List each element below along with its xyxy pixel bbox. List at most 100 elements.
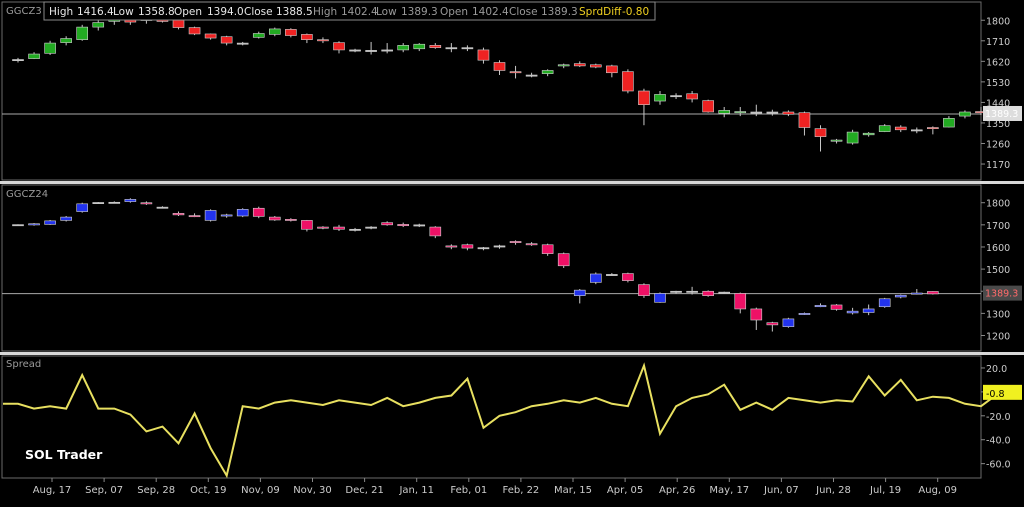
mid-panel-frame	[1, 184, 982, 352]
candle-body	[188, 27, 201, 35]
y-tick-label: 1260	[986, 139, 1010, 150]
candle-body	[798, 313, 811, 315]
candle-body	[92, 22, 105, 28]
spread-diff-label: SprdDiff	[579, 6, 622, 18]
candle-body	[573, 63, 586, 67]
candle-body	[461, 47, 474, 50]
candle-body	[878, 298, 891, 308]
candle-body	[910, 292, 923, 295]
y-tick-label: 20.0	[986, 364, 1007, 375]
x-tick-label: Feb, 22	[503, 485, 540, 496]
panel-splitter[interactable]	[0, 181, 1024, 184]
x-tick-label: Sep, 28	[137, 485, 175, 496]
candle-body	[814, 128, 827, 137]
candle-body	[718, 291, 731, 294]
header-field-value: 1389.3	[401, 6, 438, 18]
candle-body	[268, 216, 281, 221]
candle-body	[862, 132, 875, 136]
last-price-value: 1389.3	[985, 289, 1018, 300]
candle-body	[220, 36, 233, 44]
y-tick-label: 1800	[986, 16, 1010, 27]
candle-body	[124, 199, 137, 202]
header-field-value: 1394.0	[207, 6, 244, 18]
candle-body	[782, 111, 795, 115]
candle-body	[76, 203, 88, 212]
candle-body	[60, 216, 72, 221]
candle-body	[92, 202, 105, 204]
candle-body	[557, 253, 570, 267]
candle-body	[894, 294, 907, 298]
x-tick-label: Feb, 01	[450, 485, 487, 496]
x-tick-label: Apr, 26	[659, 485, 695, 496]
candle-body	[670, 95, 682, 98]
candle-body	[365, 226, 377, 229]
candle-body	[878, 125, 891, 132]
x-tick-label: Apr, 05	[607, 485, 643, 496]
x-tick-label: Aug, 17	[33, 485, 72, 496]
spread-panel[interactable]: 20.00.0-20.0-40.0-60.0-0.8	[3, 362, 1022, 479]
candle-body	[654, 94, 666, 102]
candle-body	[204, 33, 217, 39]
candle-body	[172, 213, 185, 216]
header-field-value: 1389.3	[541, 6, 578, 18]
candle-body	[349, 49, 361, 52]
last-price-badge	[983, 285, 1022, 301]
candle-body	[381, 222, 393, 226]
middle-price-panel[interactable]: 18001700160015001400130012001389.3	[2, 198, 1022, 343]
candle-body	[445, 245, 458, 248]
top-panel-label: GGCZ3	[6, 6, 42, 17]
spread-diff-value: -0.80	[622, 6, 649, 18]
panel-splitter[interactable]	[0, 352, 1024, 355]
header-data-box: High 1416.4 Low 1358.8 Open 1394.0 Close…	[43, 1, 656, 21]
candle-body	[589, 64, 602, 68]
x-tick-label: Mar, 15	[554, 485, 592, 496]
candle-body	[959, 111, 971, 117]
header-field-value: 1416.4	[77, 6, 114, 18]
candle-body	[589, 273, 602, 283]
top-price-panel[interactable]: 1800 1710 1620 1530 1440 1350 1260 1170 1389.3	[2, 16, 1022, 171]
y-tick-label: 1620	[986, 57, 1010, 68]
x-tick-label: Jun, 28	[815, 485, 851, 496]
candle-body	[333, 226, 345, 230]
candle-body	[862, 308, 875, 313]
candle-body	[76, 26, 88, 40]
header-field-label: Low	[113, 6, 134, 18]
candle-body	[910, 129, 923, 132]
candle-body	[236, 209, 249, 217]
y-tick-label: -60.0	[986, 460, 1011, 471]
candle-body	[750, 308, 763, 321]
candle-body	[124, 19, 137, 23]
candle-body	[397, 45, 410, 51]
candle-body	[156, 206, 169, 209]
candle-body	[236, 42, 249, 45]
candle-body	[814, 305, 827, 308]
candle-body	[285, 29, 297, 36]
candle-body	[12, 59, 24, 62]
candle-body	[541, 244, 554, 254]
candle-body	[365, 50, 377, 52]
candle-body	[413, 43, 426, 50]
header-field-value: 1388.5	[276, 6, 313, 18]
candle-body	[429, 226, 442, 237]
x-tick-label: Jul, 19	[869, 485, 901, 496]
candle-body	[509, 71, 522, 74]
candle-body	[461, 244, 474, 249]
y-tick-label: 1800	[986, 199, 1010, 210]
candle-body	[493, 245, 506, 248]
candle-body	[894, 126, 907, 131]
spread-series-line	[3, 362, 998, 479]
candle-body	[686, 290, 698, 293]
candle-body	[622, 71, 634, 92]
candle-body	[718, 110, 731, 114]
candle-body	[606, 65, 618, 74]
y-tick-label: 1300	[986, 309, 1010, 320]
candle-body	[782, 318, 795, 327]
candle-body	[220, 214, 233, 217]
candle-body	[638, 90, 650, 105]
x-tick-label: Oct, 19	[190, 485, 226, 496]
candle-body	[140, 202, 153, 205]
candle-body	[252, 33, 265, 38]
x-tick-label: May, 17	[709, 485, 749, 496]
candle-body	[60, 38, 72, 43]
